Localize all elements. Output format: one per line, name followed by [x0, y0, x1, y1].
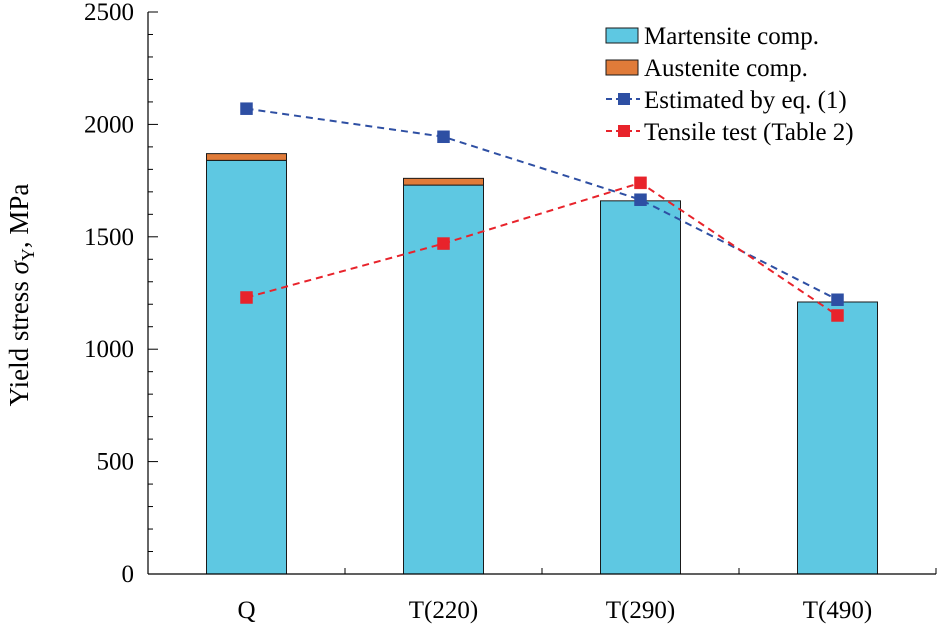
y-tick-label: 1500 — [84, 224, 134, 251]
marker-estimated-1 — [437, 130, 450, 144]
legend-label: Martensite comp. — [644, 23, 819, 50]
y-axis-label: Yield stress σY, MPa — [4, 184, 38, 407]
marker-estimated-0 — [240, 102, 253, 115]
legend-swatch-bar — [605, 59, 639, 76]
y-tick-label: 2500 — [84, 0, 134, 26]
y-tick-labels: 0 500 1000 1500 2000 2500 — [84, 0, 134, 588]
x-category-label: T(290) — [606, 597, 675, 624]
y-tick-label: 0 — [122, 561, 135, 588]
y-axis-label-main: Yield stress — [4, 274, 34, 406]
x-category-labels: Q T(220) T(290) T(490) — [237, 597, 872, 624]
legend: Martensite comp. Austenite comp. Estimated… — [605, 23, 854, 146]
bar-group — [206, 153, 878, 575]
axes — [147, 11, 937, 575]
legend-label: Austenite comp. — [644, 55, 808, 82]
marker-estimated-3 — [831, 293, 844, 306]
bar-austenite-0 — [206, 153, 287, 161]
x-category-label: Q — [237, 597, 255, 624]
marker-tensile-2 — [634, 176, 647, 190]
y-tick-label: 1000 — [84, 336, 134, 363]
y-tick-label: 500 — [97, 449, 135, 476]
y-axis-label-subscript: Y — [18, 248, 38, 261]
legend-swatch-marker — [618, 125, 630, 137]
bar-martensite-2 — [600, 200, 681, 575]
y-tick-label: 2000 — [84, 111, 134, 138]
marker-tensile-3 — [831, 309, 844, 322]
y-axis-label-symbol: σ — [4, 259, 34, 274]
line-series-group — [240, 102, 844, 322]
y-axis-label-unit: , MPa — [4, 184, 34, 249]
marker-tensile-1 — [437, 237, 450, 250]
bar-martensite-0 — [206, 159, 287, 575]
line-series-tensile — [246, 181, 839, 317]
x-category-label: T(490) — [803, 597, 872, 624]
marker-tensile-0 — [240, 291, 253, 304]
legend-swatch-marker — [618, 93, 630, 105]
bar-martensite-3 — [797, 301, 878, 575]
bar-austenite-1 — [403, 177, 484, 186]
bar-martensite-1 — [403, 184, 484, 575]
legend-swatch-bar — [605, 27, 639, 44]
marker-estimated-2 — [634, 193, 647, 206]
legend-label: Estimated by eq. (1) — [644, 87, 847, 114]
legend-label: Tensile test (Table 2) — [644, 119, 854, 146]
x-category-label: T(220) — [409, 597, 478, 624]
